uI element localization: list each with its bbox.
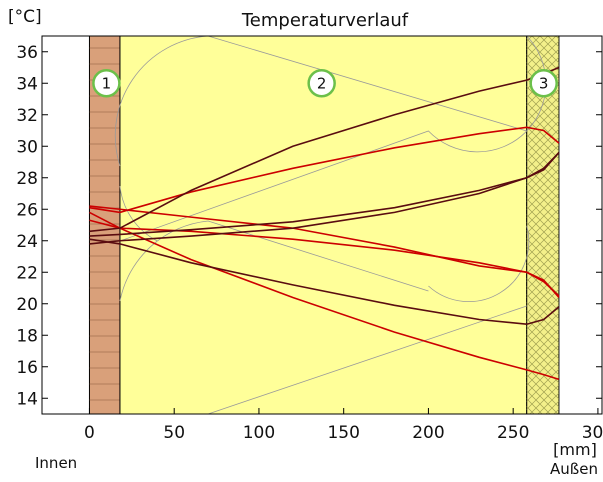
- outside-label: Außen: [550, 460, 598, 478]
- construction-guide-line: [119, 36, 547, 242]
- layer-marker-label-3: 3: [539, 74, 549, 92]
- y-tick-label: 28: [16, 169, 38, 189]
- layer-marker-label-1: 1: [102, 74, 112, 92]
- y-tick-label: 32: [16, 106, 38, 126]
- y-tick-label: 30: [16, 137, 38, 157]
- x-tick-label: 50: [163, 423, 185, 443]
- x-tick-label: 100: [243, 423, 275, 443]
- x-tick-label: 150: [327, 423, 359, 443]
- layer-marker-1: [92, 69, 121, 98]
- layer-marker-3: [529, 69, 558, 98]
- temperature-curve-8: [89, 151, 560, 245]
- y-tick-label: 20: [16, 295, 38, 315]
- y-tick-label: 36: [16, 43, 38, 63]
- x-tick-label: 250: [497, 423, 529, 443]
- x-tick-label: 300: [582, 423, 603, 443]
- temperature-curve-4: [89, 211, 560, 381]
- y-tick-label: 18: [16, 326, 38, 346]
- plot-frame: [41, 35, 603, 415]
- y-axis-label: [°C]: [8, 7, 42, 27]
- temperature-curve-1: [89, 126, 560, 214]
- y-tick-label: 24: [16, 232, 38, 252]
- y-tick-label: 14: [16, 389, 38, 409]
- chart-title: Temperaturverlauf: [241, 10, 409, 31]
- layer-marker-2: [307, 69, 336, 98]
- x-tick-label: 0: [84, 423, 95, 443]
- layer-marker-label-2: 2: [317, 74, 327, 92]
- y-tick-label: 16: [16, 358, 38, 378]
- construction-guide-line: [114, 36, 527, 167]
- y-tick-label: 26: [16, 200, 38, 220]
- y-tick-label: 34: [16, 74, 38, 94]
- x-axis-label: [mm]: [553, 440, 597, 459]
- inside-label: Innen: [35, 454, 77, 472]
- construction-guide-line: [428, 225, 530, 303]
- construction-guide-line: [207, 305, 527, 414]
- temperature-curve-7: [89, 238, 560, 326]
- insulation-hatch: [526, 36, 559, 414]
- x-tick-label: 200: [412, 423, 444, 443]
- construction-guide-line: [119, 185, 158, 242]
- y-tick-label: 22: [16, 263, 38, 283]
